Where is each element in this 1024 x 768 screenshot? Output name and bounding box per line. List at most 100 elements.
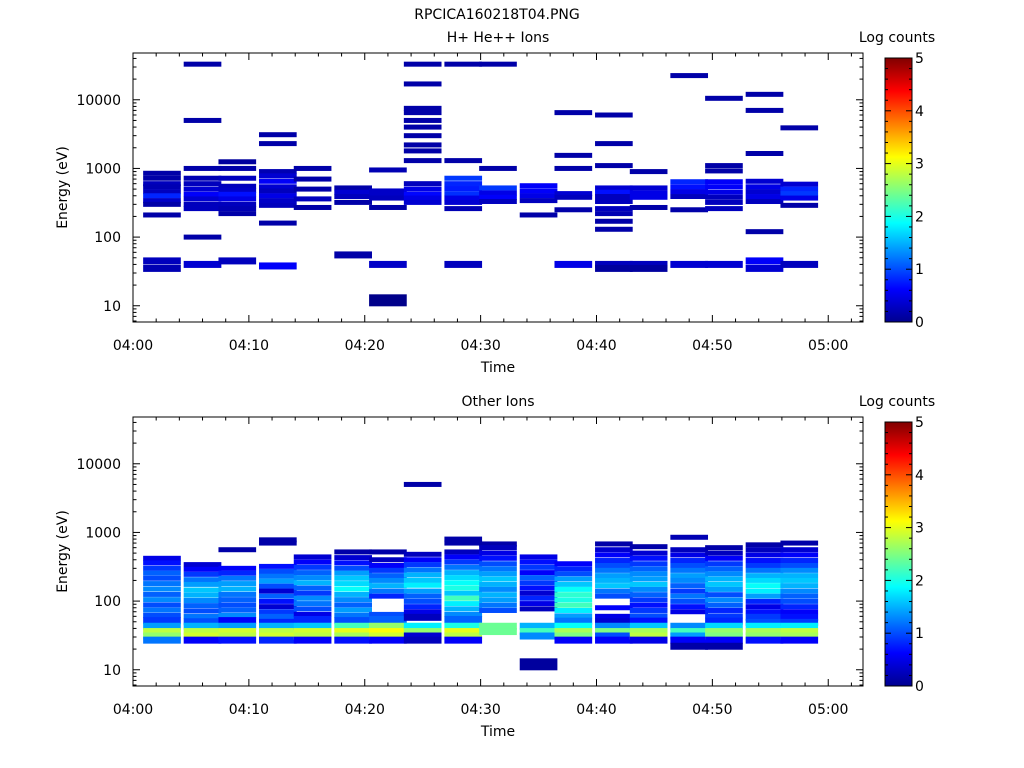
heatmap-cell <box>218 612 257 618</box>
heatmap-cell <box>629 185 668 191</box>
heatmap-cell <box>444 195 483 201</box>
heatmap-cell <box>403 195 442 201</box>
heatmap-cell <box>554 613 593 619</box>
heatmap-cell <box>403 142 442 148</box>
heatmap-cell <box>780 191 819 197</box>
heatmap-cell <box>595 618 633 626</box>
heatmap-cell <box>369 611 407 617</box>
heatmap-cell <box>369 577 407 583</box>
colorbar-tick-label: 2 <box>915 573 924 589</box>
heatmap-cell <box>369 628 407 636</box>
heatmap-cell <box>259 618 297 626</box>
heatmap-cell <box>554 602 593 608</box>
heatmap-cell <box>143 565 181 571</box>
heatmap-cell <box>293 606 332 612</box>
heatmap-cell <box>554 622 593 630</box>
heatmap-cell <box>745 107 784 113</box>
heatmap-cell <box>183 201 222 207</box>
heatmap-cell <box>554 152 593 158</box>
heatmap-cell <box>183 260 222 268</box>
heatmap-cell <box>259 578 297 584</box>
heatmap-cell <box>259 169 297 175</box>
heatmap-cell <box>403 61 442 67</box>
heatmap-cell <box>780 186 819 192</box>
heatmap-cell <box>705 607 743 613</box>
heatmap-cell <box>259 198 297 204</box>
heatmap-cell <box>780 609 819 615</box>
heatmap-cell <box>403 604 442 610</box>
heatmap-cell <box>259 583 297 589</box>
heatmap-cell <box>259 609 297 615</box>
heatmap-cell <box>334 199 372 205</box>
heatmap-cell <box>369 573 407 579</box>
heatmap-cell <box>218 165 257 171</box>
heatmap-cell <box>259 141 297 147</box>
heatmap-cell <box>369 167 407 173</box>
heatmap-cell <box>369 557 407 563</box>
heatmap-cell <box>479 622 517 630</box>
heatmap-cell <box>629 561 668 567</box>
heatmap-cell <box>143 212 181 218</box>
heatmap-cell <box>143 184 181 190</box>
heatmap-cell <box>554 566 593 572</box>
x-tick-label: 04:40 <box>576 338 616 354</box>
heatmap-cell <box>595 552 633 558</box>
heatmap-cell <box>629 544 668 550</box>
heatmap-cell <box>705 613 743 619</box>
x-tick-label: 05:00 <box>808 702 848 718</box>
heatmap-cell <box>780 593 819 599</box>
heatmap-cell <box>444 601 483 607</box>
heatmap-cell <box>519 188 558 194</box>
x-axis-label: Time <box>480 724 515 740</box>
heatmap-cell <box>183 191 222 197</box>
heatmap-cell <box>479 194 517 200</box>
heatmap-cell <box>519 628 558 636</box>
heatmap-cell <box>183 608 222 614</box>
heatmap-cell <box>595 260 633 268</box>
heatmap-cell <box>143 181 181 187</box>
heatmap-cell <box>554 576 593 582</box>
plot-frame <box>132 416 864 687</box>
heatmap-cell <box>595 547 633 553</box>
heatmap-cell <box>334 612 372 618</box>
heatmap-cell <box>369 593 407 599</box>
heatmap-cell <box>745 567 784 573</box>
colorbar-gradient <box>885 422 912 686</box>
heatmap-cell <box>780 181 819 187</box>
heatmap-cell <box>143 581 181 587</box>
heatmap-cell <box>334 636 372 644</box>
heatmap-cell <box>183 628 222 636</box>
heatmap-cell <box>780 577 819 583</box>
panel-title: H+ He++ Ions <box>447 30 550 46</box>
heatmap-cell <box>369 567 407 573</box>
heatmap-cell <box>183 165 222 171</box>
heatmap-cell <box>780 628 819 636</box>
x-tick-label: 04:10 <box>229 338 269 354</box>
heatmap-cell <box>218 622 257 630</box>
heatmap-cell <box>554 586 593 592</box>
heatmap-cell <box>519 570 558 576</box>
heatmap-cell <box>745 562 784 568</box>
heatmap-cell <box>259 262 297 270</box>
x-tick-label: 05:00 <box>808 338 848 354</box>
heatmap-cell <box>444 570 483 576</box>
heatmap-cell <box>595 636 633 644</box>
heatmap-cell <box>479 602 517 608</box>
heatmap-cell <box>705 586 743 592</box>
heatmap-cell <box>670 552 709 558</box>
heatmap-cell <box>444 158 483 164</box>
heatmap-cell <box>259 537 297 543</box>
heatmap-cell <box>293 590 332 596</box>
heatmap-cell <box>334 565 372 571</box>
heatmap-cell <box>403 133 442 139</box>
heatmap-cell <box>595 622 633 630</box>
heatmap-cell <box>259 193 297 199</box>
heatmap-cell <box>259 604 297 610</box>
heatmap-cell <box>670 567 709 573</box>
heatmap-cell <box>705 95 743 101</box>
colorbar-tick-label: 4 <box>915 104 924 120</box>
heatmap-cell <box>780 636 819 644</box>
heatmap-cell <box>143 597 181 603</box>
heatmap-cell <box>745 178 784 184</box>
y-tick-label: 100 <box>94 230 121 246</box>
